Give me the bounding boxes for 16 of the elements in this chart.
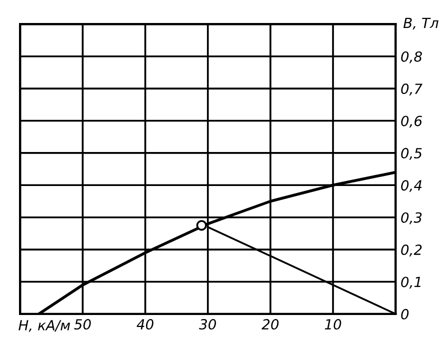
y-tick-label: 0,3 bbox=[401, 212, 422, 224]
x-tick-label: 20 bbox=[262, 319, 279, 330]
y-tick-label: 0,6 bbox=[401, 116, 422, 128]
x-tick-label: 40 bbox=[136, 319, 154, 330]
y-tick-label: 0,2 bbox=[401, 244, 422, 256]
y-tick-label: 0,1 bbox=[401, 276, 420, 289]
x-tick-label: 50 bbox=[74, 319, 91, 330]
y-tick-label: 0,4 bbox=[401, 180, 422, 192]
x-axis-title: H, кА/м bbox=[18, 320, 70, 332]
x-tick-label: 10 bbox=[324, 319, 342, 330]
y-tick-label: 0,8 bbox=[401, 51, 422, 64]
y-tick-label: 0 bbox=[401, 308, 409, 320]
y-tick-label: 0,5 bbox=[401, 148, 422, 160]
x-tick-label: 30 bbox=[199, 319, 216, 330]
y-axis-title: B, Тл bbox=[403, 18, 438, 30]
y-tick-label: 0,7 bbox=[401, 84, 422, 96]
